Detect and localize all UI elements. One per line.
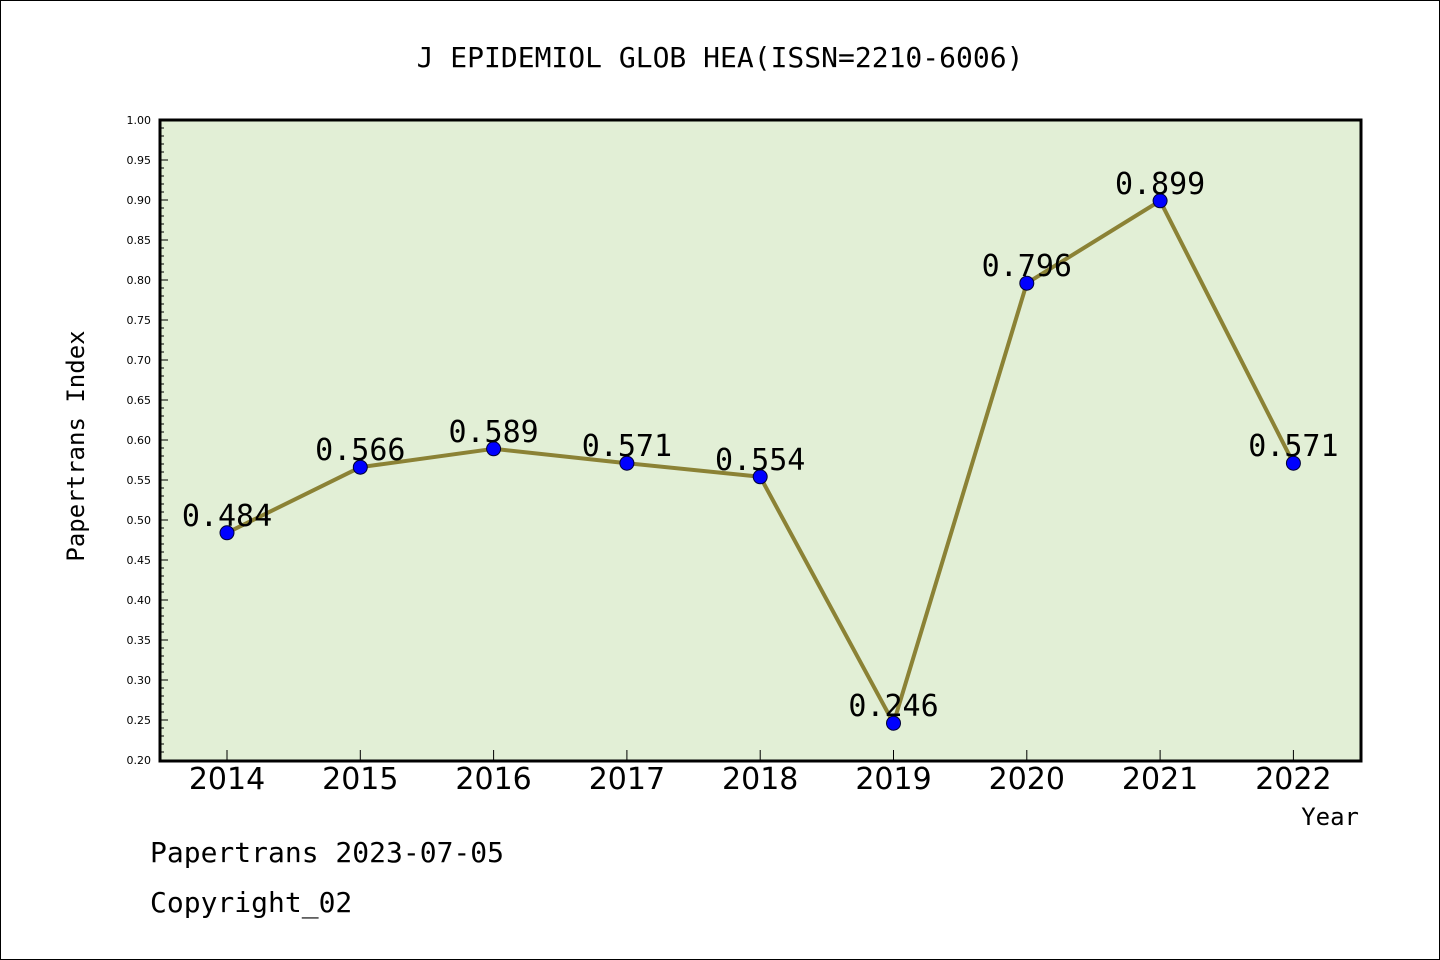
y-tick-label: 0.30 — [127, 674, 152, 687]
data-point — [886, 715, 901, 731]
data-point — [1019, 275, 1035, 291]
y-axis-label: Papertrans Index — [62, 330, 90, 561]
y-tick-label: 0.55 — [127, 474, 152, 487]
y-tick-label: 0.70 — [127, 354, 152, 367]
data-point — [486, 441, 502, 457]
x-tick-label: 2022 — [1255, 762, 1331, 797]
x-tick-label: 2014 — [189, 762, 265, 797]
y-axis: 0.20 0.25 0.30 0.35 0.40 0.45 0.50 0.55 0.60 0.65… — [127, 114, 168, 767]
data-point — [1285, 455, 1301, 471]
y-tick-label: 0.25 — [127, 714, 152, 727]
data-label: 0.484 — [182, 499, 272, 534]
x-tick-label: 2018 — [722, 762, 798, 797]
y-tick-label: 0.35 — [127, 634, 152, 647]
data-label: 0.899 — [1115, 167, 1205, 202]
x-tick-label: 2020 — [989, 762, 1065, 797]
y-tick-label: 0.45 — [127, 554, 152, 567]
x-axis: 2014 2015 2016 2017 2018 2019 2020 2021 2022 — [189, 750, 1332, 797]
y-tick-label: 0.85 — [127, 234, 152, 247]
y-tick-label: 0.90 — [127, 194, 152, 207]
data-label: 0.796 — [982, 249, 1072, 284]
data-point — [752, 469, 768, 485]
data-point — [352, 459, 368, 475]
data-label: 0.246 — [848, 689, 938, 724]
x-tick-label: 2016 — [455, 762, 531, 797]
y-tick-label: 1.00 — [127, 114, 152, 127]
y-tick-label: 0.50 — [127, 514, 152, 527]
data-point — [619, 455, 635, 471]
x-tick-label: 2019 — [855, 762, 931, 797]
y-tick-label: 0.40 — [127, 594, 152, 607]
plot-area — [158, 118, 1363, 763]
y-tick-label: 0.95 — [127, 154, 152, 167]
footer-copyright: Copyright_02 — [150, 886, 353, 919]
data-label: 0.554 — [715, 443, 805, 478]
data-label: 0.589 — [448, 415, 538, 450]
x-axis-label: Year — [1301, 803, 1359, 831]
y-tick-label: 0.80 — [127, 274, 152, 287]
data-labels: 0.484 0.566 0.589 0.571 0.554 0.246 0.796 0.899… — [182, 167, 1339, 724]
y-tick-label: 0.20 — [127, 754, 152, 767]
chart-title: J EPIDEMIOL GLOB HEA(ISSN=2210-6006) — [417, 41, 1024, 74]
data-label: 0.566 — [315, 433, 405, 468]
data-label: 0.571 — [1248, 429, 1338, 464]
x-tick-label: 2017 — [589, 762, 665, 797]
data-label: 0.571 — [582, 429, 672, 464]
x-tick-label: 2015 — [322, 762, 398, 797]
y-tick-label: 0.75 — [127, 314, 152, 327]
y-tick-label: 0.65 — [127, 394, 152, 407]
x-tick-label: 2021 — [1122, 762, 1198, 797]
series-line — [219, 193, 1301, 731]
footer-date: Papertrans 2023-07-05 — [150, 836, 505, 869]
data-point — [1152, 193, 1168, 209]
data-point — [219, 525, 235, 541]
y-tick-label: 0.60 — [127, 434, 152, 447]
